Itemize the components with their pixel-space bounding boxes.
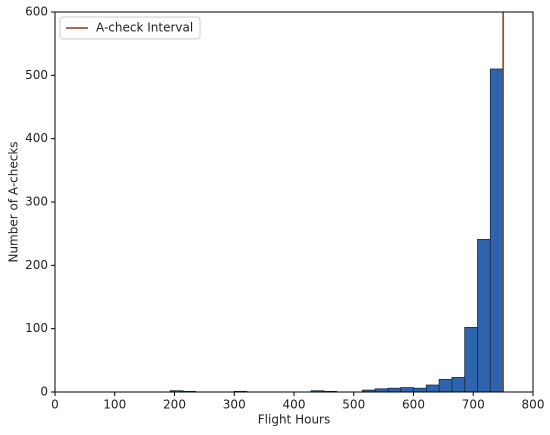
x-tick-label: 100 (103, 398, 126, 412)
y-axis-label: Number of A-checks (7, 141, 21, 262)
x-tick-label: 0 (51, 398, 59, 412)
x-tick-label: 400 (283, 398, 306, 412)
bar (489, 68, 504, 393)
y-tick-label: 100 (25, 321, 48, 335)
bar (464, 326, 478, 393)
bar (413, 387, 427, 393)
bar (387, 387, 402, 393)
x-tick-label: 300 (223, 398, 246, 412)
y-tick-label: 500 (25, 68, 48, 82)
legend-label: A-check Interval (96, 21, 193, 35)
bar (400, 387, 414, 393)
x-tick-label: 500 (342, 398, 365, 412)
x-tick-label: 200 (163, 398, 186, 412)
y-tick-label: 200 (25, 258, 48, 272)
bar (451, 377, 466, 393)
x-tick-label: 700 (462, 398, 485, 412)
bar (477, 238, 491, 393)
x-axis-label: Flight Hours (258, 413, 330, 427)
x-tick-label: 800 (522, 398, 545, 412)
y-tick-label: 600 (25, 5, 48, 19)
x-tick-label: 600 (402, 398, 425, 412)
legend-box (59, 16, 201, 40)
y-tick-label: 300 (25, 195, 48, 209)
plot-frame (54, 11, 534, 393)
bar (438, 378, 453, 393)
y-tick-label: 400 (25, 131, 48, 145)
y-tick-label: 0 (40, 385, 48, 399)
bar (425, 384, 440, 393)
